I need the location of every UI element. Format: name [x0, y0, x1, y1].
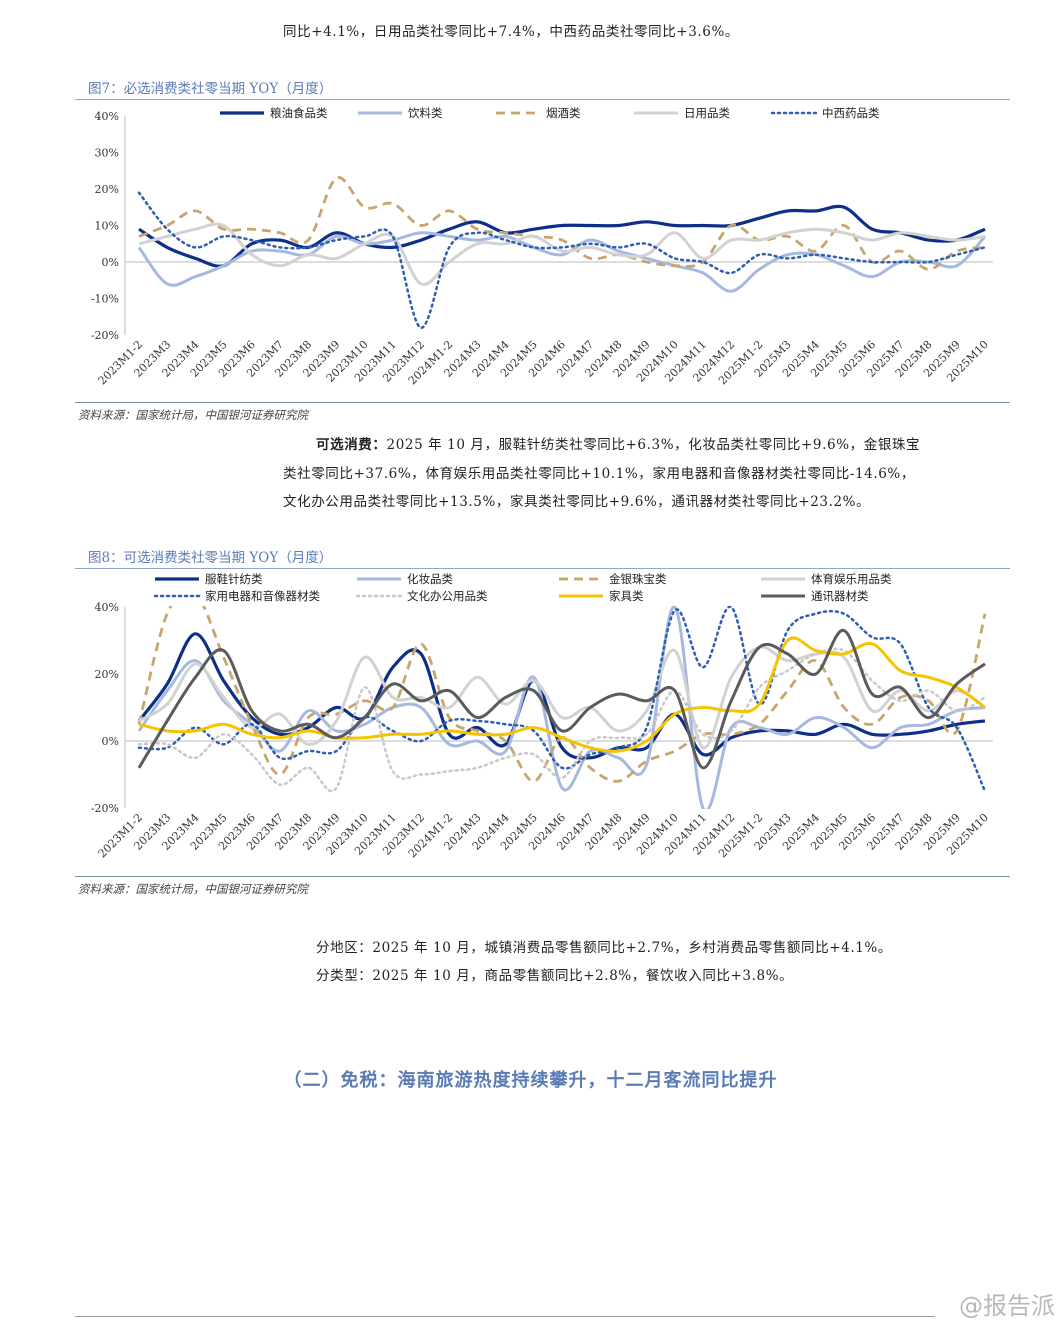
- intro-line: 同比+4.1%，日用品类社零同比+7.4%，中西药品类社零同比+3.6%。: [283, 24, 740, 40]
- legend-label: 金银珠宝类: [609, 572, 667, 586]
- series-line: [137, 191, 987, 329]
- series-line: [138, 222, 986, 286]
- series-line: [138, 636, 986, 753]
- y-tick-label: 30%: [95, 147, 119, 160]
- x-tick-label: 2023M1-2: [96, 338, 145, 387]
- legend-label: 粮油食品类: [270, 106, 328, 120]
- optional-paragraph-line1: 可选消费：2025 年 10 月，服鞋针纺类社零同比+6.3%，化妆品类社零同比…: [316, 433, 920, 453]
- optional-paragraph-line3: 文化办公用品类社零同比+13.5%，家具类社零同比+9.6%，通讯器材类社零同比…: [283, 494, 871, 510]
- type-line: 分类型：2025 年 10 月，商品零售额同比+2.8%，餐饮收入同比+3.8%…: [316, 968, 794, 984]
- series-line: [137, 606, 987, 783]
- fig7-title: 图7：必选消费类社零当期 YOY（月度）: [88, 81, 333, 97]
- optional-text-1: 2025 年 10 月，服鞋针纺类社零同比+6.3%，化妆品类社零同比+9.6%…: [386, 437, 921, 453]
- legend-label: 文化办公用品类: [407, 589, 488, 603]
- section-title: （二）免税：海南旅游热度持续攀升，十二月客流同比提升: [283, 1070, 778, 1091]
- fig7-source: 资料来源：国家统计局，中国银河证券研究院: [78, 408, 308, 422]
- legend-label: 饮料类: [408, 106, 443, 120]
- series-line: [138, 204, 986, 268]
- legend-label: 通讯器材类: [811, 589, 869, 603]
- series-line: [137, 231, 987, 293]
- y-tick-label: 40%: [95, 110, 119, 123]
- y-tick-label: -20%: [91, 802, 119, 815]
- series-line: [137, 629, 986, 770]
- y-tick-label: -20%: [91, 329, 119, 342]
- series-line: [137, 632, 986, 760]
- optional-lead: 可选消费：: [316, 437, 387, 453]
- watermark-text: @报告派: [959, 1292, 1055, 1320]
- footer-rule: [75, 1316, 935, 1317]
- legend-label: 家具类: [609, 589, 644, 603]
- legend-label: 日用品类: [684, 106, 730, 120]
- series-group: [137, 176, 987, 329]
- y-tick-label: 20%: [95, 183, 119, 196]
- series-line: [137, 606, 986, 809]
- legend-label: 化妆品类: [407, 572, 453, 586]
- fig8-bottom-rule: [75, 876, 1010, 877]
- series-line: [137, 606, 987, 793]
- fig8-top-rule: [75, 568, 1010, 569]
- y-tick-label: 0%: [102, 256, 119, 269]
- chart-fig8: -20%0%20%40%2023M1-22023M32023M42023M520…: [91, 572, 993, 860]
- x-tick-label: 2023M1-2: [96, 811, 145, 860]
- fig8-title: 图8：可选消费类社零当期 YOY（月度）: [88, 550, 333, 566]
- fig7-top-rule: [75, 99, 1010, 100]
- legend-label: 体育娱乐用品类: [811, 572, 892, 586]
- fig7-bottom-rule: [75, 402, 1010, 403]
- legend-label: 家用电器和音像器材类: [205, 589, 320, 603]
- legend-label: 服鞋针纺类: [205, 572, 263, 586]
- series-group: [137, 606, 987, 809]
- legend-label: 烟酒类: [546, 106, 581, 120]
- optional-paragraph-line2: 类社零同比+37.6%，体育娱乐用品类社零同比+10.1%，家用电器和音像器材类…: [283, 466, 915, 482]
- y-tick-label: 20%: [95, 668, 119, 681]
- fig8-source: 资料来源：国家统计局，中国银河证券研究院: [78, 882, 308, 896]
- region-line: 分地区：2025 年 10 月，城镇消费品零售额同比+2.7%，乡村消费品零售额…: [316, 940, 892, 956]
- series-line: [138, 176, 986, 271]
- chart-fig7: -20%-10%0%10%20%30%40%2023M1-22023M32023…: [91, 106, 993, 387]
- legend-label: 中西药品类: [822, 106, 880, 120]
- y-tick-label: 10%: [95, 220, 119, 233]
- y-tick-label: 40%: [95, 601, 119, 614]
- y-tick-label: -10%: [91, 293, 119, 306]
- series-line: [138, 645, 986, 750]
- y-tick-label: 0%: [102, 735, 119, 748]
- series-line: [137, 647, 987, 793]
